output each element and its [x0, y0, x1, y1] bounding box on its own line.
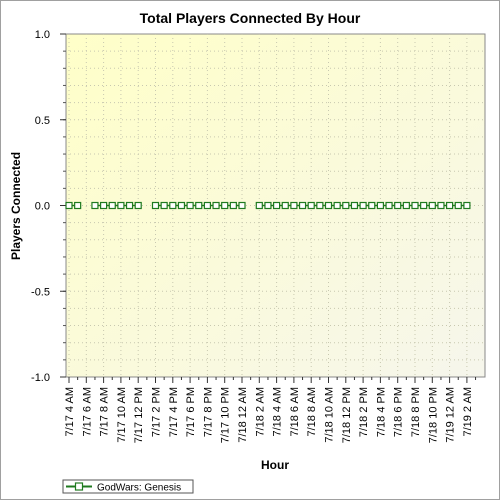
data-point-marker: [307, 201, 315, 210]
x-tick-label: 7/17 4 PM: [168, 387, 180, 437]
data-point-marker: [402, 201, 410, 210]
x-axis: 7/17 4 AM 7/17 6 AM 7/17 8 AM 7/17 10 AM 7/1…: [64, 377, 477, 443]
data-point-marker: [368, 201, 376, 210]
data-point-marker: [273, 201, 281, 210]
data-point-marker: [203, 201, 211, 210]
x-tick-label: 7/18 6 PM: [393, 387, 405, 437]
x-tick-label: 7/18 12 PM: [341, 387, 353, 443]
data-point-marker: [169, 201, 177, 210]
data-point-marker: [385, 201, 393, 210]
x-tick-label: 7/17 10 PM: [220, 387, 232, 443]
data-point-marker: [376, 201, 384, 210]
x-axis-label: Hour: [261, 458, 289, 472]
x-tick-label: 7/18 8 PM: [410, 387, 422, 437]
data-point-marker: [186, 201, 194, 210]
data-point-marker: [316, 201, 324, 210]
data-point-marker: [342, 201, 350, 210]
data-point-marker: [91, 201, 99, 210]
legend-series-label: GodWars: Genesis: [97, 483, 181, 494]
data-point-marker: [420, 201, 428, 210]
x-tick-label: 7/18 2 AM: [254, 387, 266, 437]
y-tick-label: 1.0: [35, 29, 50, 41]
y-axis: 1.0 0.5 0.0 -0.5 -1.0: [31, 29, 66, 384]
data-point-marker: [428, 201, 436, 210]
y-tick-label: -0.5: [31, 286, 50, 298]
data-point-marker: [298, 201, 307, 210]
data-point-marker: [195, 201, 203, 210]
x-tick-label: 7/18 2 PM: [358, 387, 370, 437]
data-point-marker: [281, 201, 289, 210]
y-tick-label: -1.0: [31, 372, 50, 384]
data-point-marker: [74, 201, 82, 210]
x-tick-label: 7/18 12 AM: [237, 387, 249, 443]
x-tick-label: 7/19 2 AM: [462, 387, 474, 437]
data-point-marker: [177, 201, 186, 210]
y-axis-label: Players Connected: [9, 152, 23, 260]
x-tick-label: 7/18 6 AM: [289, 387, 301, 437]
data-point-marker: [437, 201, 445, 210]
legend: GodWars: Genesis: [62, 479, 194, 494]
data-point-marker: [255, 201, 263, 210]
data-point-marker: [151, 201, 160, 210]
x-tick-label: 7/18 4 AM: [272, 387, 284, 437]
series-layer: [65, 201, 471, 210]
x-tick-label: 7/17 8 PM: [202, 387, 214, 437]
x-tick-label: 7/18 10 PM: [427, 387, 439, 443]
data-point-marker: [229, 201, 237, 210]
data-point-marker: [117, 201, 125, 210]
data-point-marker: [324, 201, 333, 210]
x-tick-label: 7/17 8 AM: [99, 387, 111, 437]
data-point-marker: [333, 201, 341, 210]
data-point-marker: [221, 201, 229, 210]
x-tick-label: 7/17 12 PM: [133, 387, 145, 443]
data-point-marker: [108, 201, 116, 210]
x-tick-label: 7/18 10 AM: [324, 387, 336, 443]
x-tick-label: 7/17 6 AM: [81, 387, 93, 437]
data-point-marker: [212, 201, 220, 210]
data-point-marker: [463, 201, 471, 210]
x-tick-label: 7/17 10 AM: [116, 387, 128, 443]
data-point-marker: [359, 201, 367, 210]
x-tick-label: 7/18 4 PM: [375, 387, 387, 437]
legend-box: [62, 479, 194, 494]
x-tick-label: 7/17 2 PM: [151, 387, 163, 437]
x-tick-label: 7/17 4 AM: [64, 387, 76, 437]
y-tick-label: 0.5: [35, 115, 50, 127]
x-tick-label: 7/19 12 AM: [445, 387, 457, 443]
data-point-marker: [264, 201, 272, 210]
data-point-marker: [454, 201, 462, 210]
data-point-marker: [350, 201, 359, 210]
data-point-marker: [411, 201, 419, 210]
data-point-marker: [160, 201, 168, 210]
y-tick-label: 0.0: [35, 201, 50, 213]
data-point-marker: [446, 201, 454, 210]
x-tick-label: 7/17 6 PM: [185, 387, 197, 437]
data-point-marker: [65, 201, 73, 210]
data-point-marker: [290, 201, 298, 210]
data-point-marker: [134, 201, 142, 210]
data-point-marker: [99, 201, 108, 210]
data-point-marker: [125, 201, 134, 210]
x-tick-label: 7/18 8 AM: [306, 387, 318, 437]
chart-title: Total Players Connected By Hour: [140, 10, 361, 26]
legend-series-marker: [74, 482, 84, 491]
data-point-marker: [238, 201, 246, 210]
data-point-marker: [394, 201, 402, 210]
